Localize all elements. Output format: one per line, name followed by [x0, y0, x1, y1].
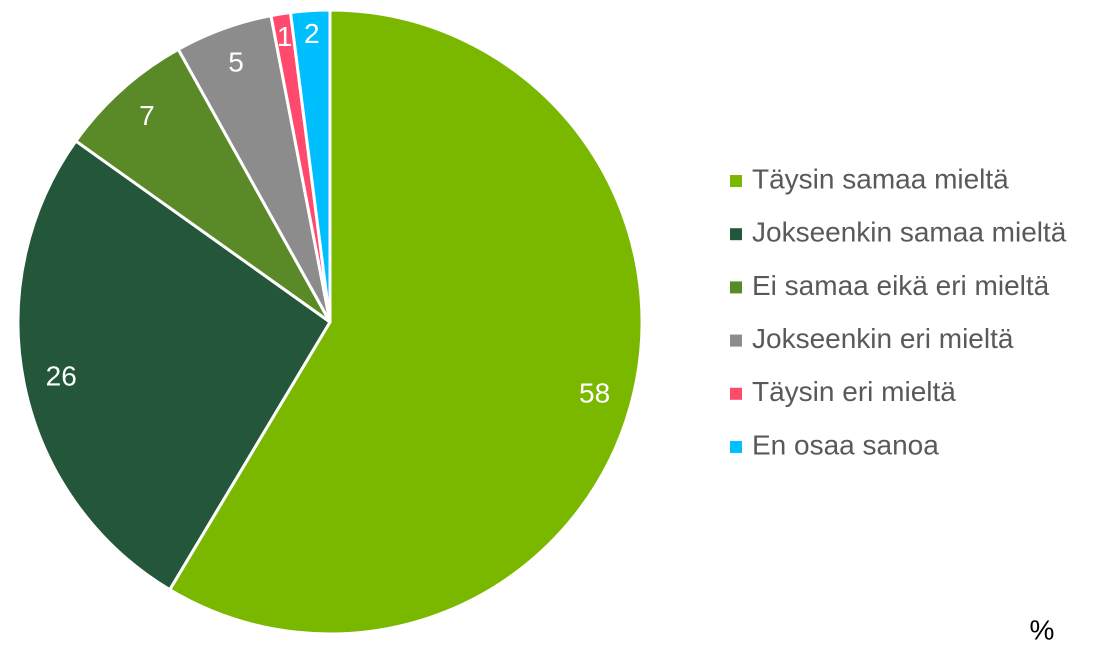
legend-swatch — [730, 228, 742, 241]
data-label: 58 — [579, 378, 610, 409]
legend-swatch — [730, 175, 742, 187]
data-label: 1 — [277, 21, 293, 52]
pie-slice — [167, 8, 644, 636]
pie-slice — [16, 138, 332, 592]
data-label: 7 — [139, 100, 155, 131]
pie-slice — [73, 47, 332, 324]
unit-label: % — [1030, 614, 1055, 645]
legend-label: Ei samaa eikä eri mieltä — [752, 270, 1050, 301]
legend-swatch — [730, 441, 742, 453]
pie-slice — [288, 8, 332, 323]
legend-label: Täysin eri mieltä — [752, 376, 956, 407]
legend-label: Jokseenkin samaa mieltä — [752, 217, 1067, 248]
legend-label: Täysin samaa mieltä — [752, 163, 1009, 194]
legend-label: En osaa sanoa — [752, 429, 939, 460]
legend-swatch — [730, 281, 742, 294]
data-label: 2 — [304, 18, 320, 49]
data-label: 26 — [46, 361, 77, 392]
legend-swatch — [730, 387, 742, 400]
legend-swatch — [730, 334, 742, 347]
legend-label: Jokseenkin eri mieltä — [752, 323, 1014, 354]
data-label: 5 — [228, 46, 244, 77]
